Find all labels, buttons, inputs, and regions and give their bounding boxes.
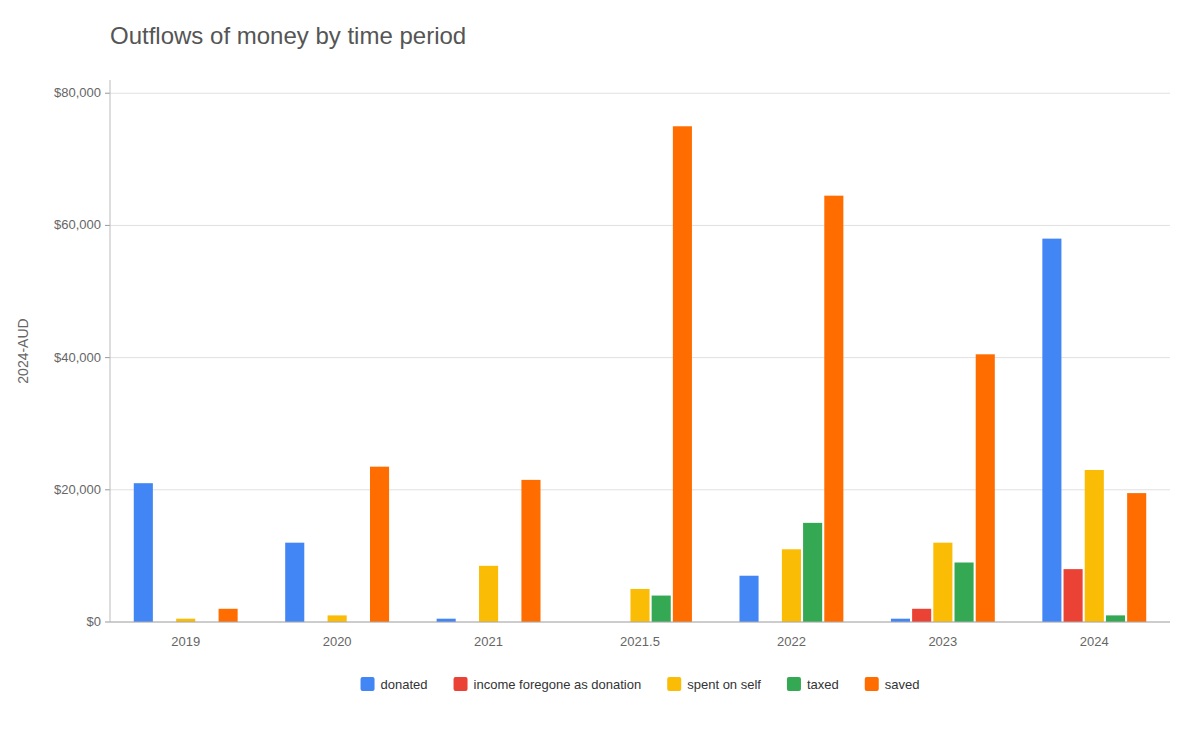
bar — [630, 589, 649, 622]
bar — [285, 543, 304, 622]
legend: donated income foregone as donation spent … — [361, 677, 920, 692]
chart-container: Outflows of money by time period 2024-AUD… — [0, 0, 1200, 742]
bar — [782, 549, 801, 622]
bar-series — [652, 523, 1125, 622]
legend-swatch — [667, 677, 681, 691]
legend-label: donated — [381, 677, 428, 692]
bar — [976, 354, 995, 622]
bar-series — [176, 470, 1104, 622]
x-tick-label: 2022 — [777, 634, 806, 649]
y-axis-label: 2024-AUD — [15, 318, 31, 383]
grid — [110, 93, 1170, 622]
legend-swatch — [454, 677, 468, 691]
y-tick-mark — [105, 489, 110, 490]
bars — [134, 126, 1146, 622]
bar — [1127, 493, 1146, 622]
chart-title: Outflows of money by time period — [110, 22, 466, 49]
grid-line — [110, 225, 1170, 226]
x-axis-line — [110, 622, 1170, 623]
x-tick-label: 2021.5 — [620, 634, 660, 649]
y-tick-label: $0 — [87, 614, 101, 629]
y-tick-mark — [105, 225, 110, 226]
legend-swatch — [865, 677, 879, 691]
y-tick-mark — [105, 622, 110, 623]
bar — [824, 196, 843, 622]
chart-svg: Outflows of money by time period 2024-AUD… — [0, 0, 1200, 742]
x-ticks: 2019 2020 2021 2021.5 2022 2023 2024 — [171, 634, 1108, 649]
bar — [328, 615, 347, 622]
bar — [673, 126, 692, 622]
grid-line — [110, 93, 1170, 94]
bar — [955, 563, 974, 622]
grid-line — [110, 622, 1170, 623]
bar — [933, 543, 952, 622]
x-tick-label: 2019 — [171, 634, 200, 649]
bar — [219, 609, 238, 622]
y-axis-line — [110, 80, 111, 622]
legend-item: income foregone as donation — [454, 677, 642, 692]
y-tick-label: $40,000 — [54, 350, 101, 365]
legend-item: spent on self — [667, 677, 761, 692]
y-tick-label: $80,000 — [54, 85, 101, 100]
y-ticks: $0 $20,000 $40,000 $60,000 $80,000 — [54, 85, 110, 629]
bar-series — [219, 126, 1147, 622]
legend-label: taxed — [807, 677, 839, 692]
x-tick-label: 2020 — [323, 634, 352, 649]
legend-label: spent on self — [687, 677, 761, 692]
legend-item: taxed — [787, 677, 839, 692]
x-tick-label: 2021 — [474, 634, 503, 649]
bar — [1064, 569, 1083, 622]
legend-swatch — [361, 677, 375, 691]
bar — [803, 523, 822, 622]
x-tick-label: 2024 — [1080, 634, 1109, 649]
legend-label: income foregone as donation — [474, 677, 642, 692]
grid-line — [110, 489, 1170, 490]
bar — [521, 480, 540, 622]
y-tick-mark — [105, 93, 110, 94]
bar — [479, 566, 498, 622]
bar — [1106, 615, 1125, 622]
grid-line — [110, 357, 1170, 358]
y-tick-label: $60,000 — [54, 217, 101, 232]
x-tick-label: 2023 — [928, 634, 957, 649]
bar — [739, 576, 758, 622]
bar — [912, 609, 931, 622]
legend-label: saved — [885, 677, 920, 692]
bar — [652, 596, 671, 622]
bar — [1042, 239, 1061, 622]
bar — [134, 483, 153, 622]
legend-item: saved — [865, 677, 920, 692]
bar — [1085, 470, 1104, 622]
legend-swatch — [787, 677, 801, 691]
y-tick-label: $20,000 — [54, 482, 101, 497]
legend-item: donated — [361, 677, 428, 692]
bar — [370, 467, 389, 622]
y-tick-mark — [105, 357, 110, 358]
bar-series — [134, 239, 1062, 622]
